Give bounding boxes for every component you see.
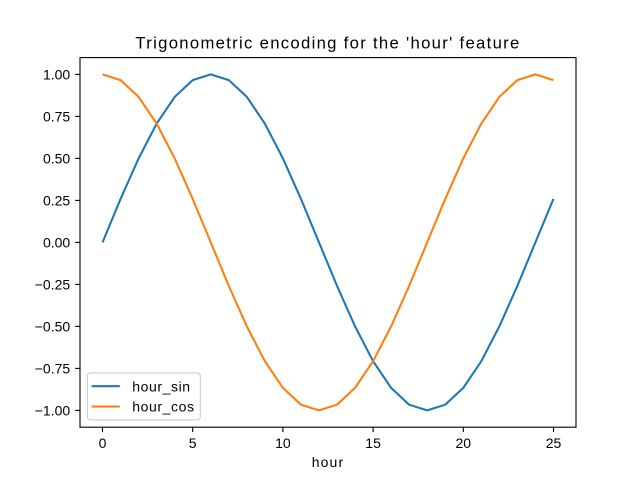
- svg-text:1.00: 1.00: [43, 66, 70, 82]
- svg-text:5: 5: [189, 435, 197, 451]
- svg-text:0.00: 0.00: [43, 234, 70, 250]
- svg-text:0.50: 0.50: [43, 150, 70, 166]
- svg-text:hour: hour: [312, 454, 344, 470]
- svg-text:−0.50: −0.50: [35, 318, 71, 334]
- svg-text:25: 25: [546, 435, 562, 451]
- svg-text:hour_sin: hour_sin: [132, 378, 191, 394]
- svg-text:0.25: 0.25: [43, 192, 70, 208]
- svg-text:0: 0: [99, 435, 107, 451]
- svg-text:10: 10: [275, 435, 291, 451]
- svg-text:−1.00: −1.00: [35, 402, 71, 418]
- svg-text:Trigonometric encoding for the: Trigonometric encoding for the 'hour' fe…: [135, 34, 520, 53]
- svg-text:20: 20: [456, 435, 472, 451]
- svg-text:0.75: 0.75: [43, 108, 70, 124]
- svg-text:−0.25: −0.25: [35, 276, 71, 292]
- svg-text:−0.75: −0.75: [35, 360, 71, 376]
- svg-text:hour_cos: hour_cos: [132, 399, 194, 415]
- svg-text:15: 15: [365, 435, 381, 451]
